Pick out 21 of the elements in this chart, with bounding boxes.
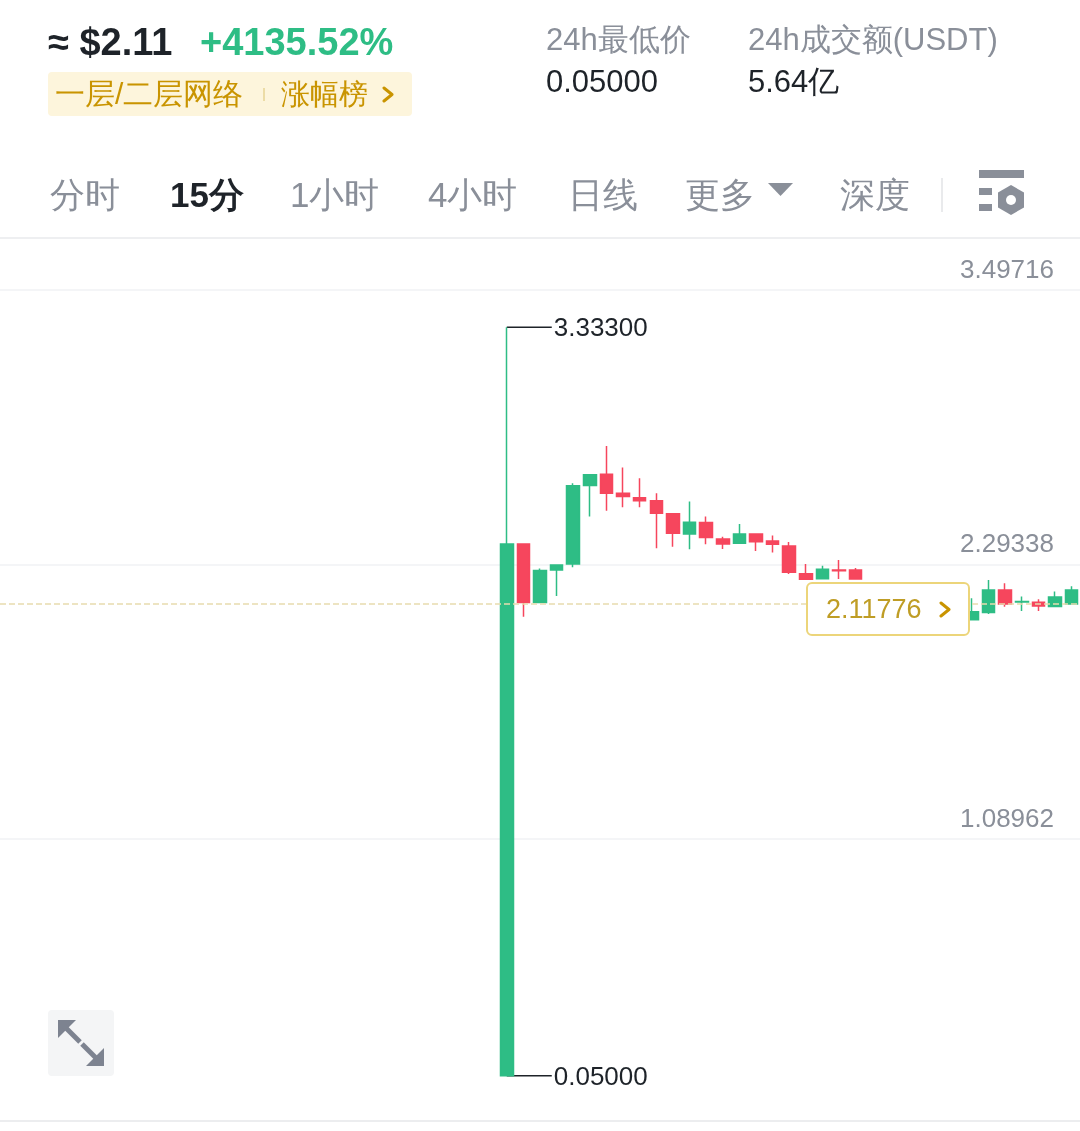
text: 1小时 xyxy=(290,174,380,216)
y-tick-label: 1.08962 xyxy=(960,802,1054,833)
ref-line-label: 2.11776 xyxy=(826,593,922,626)
y-tick-label: 2.29338 xyxy=(960,528,1054,559)
text: 4小时 xyxy=(428,174,518,216)
annotation: 0.05000 xyxy=(553,1060,648,1091)
text: 深度 xyxy=(840,174,910,216)
text: 涨幅榜 xyxy=(281,76,368,112)
annotation: 3.33300 xyxy=(553,312,648,343)
text: 一层/二层网络 xyxy=(55,76,244,112)
text: +4135.52% xyxy=(200,20,394,66)
text: 日线 xyxy=(568,174,638,216)
text: 24h成交额(USDT) xyxy=(748,21,998,59)
text: 5.64亿 xyxy=(748,63,840,101)
text: 0.05000 xyxy=(546,63,659,101)
y-tick-label: 3.49716 xyxy=(960,253,1054,284)
chart-title: ≈ $2.11 xyxy=(48,20,173,66)
text: 分时 xyxy=(50,174,120,216)
text: 更多 xyxy=(685,174,755,216)
text: 15分 xyxy=(170,174,244,216)
text: 24h最低价 xyxy=(546,21,691,59)
